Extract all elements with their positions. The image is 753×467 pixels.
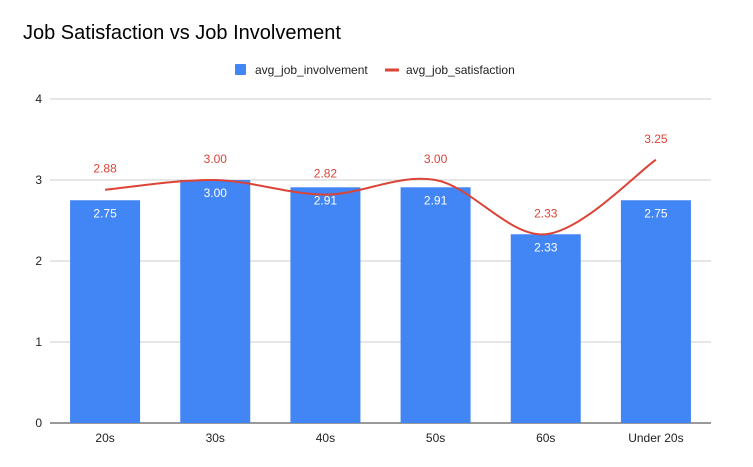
bar (510, 234, 581, 423)
line-value-label: 3.25 (644, 132, 668, 146)
x-tick-label: Under 20s (628, 431, 683, 445)
line-series (104, 158, 657, 236)
legend-swatch-involvement (235, 64, 246, 75)
x-tick-label: 60s (536, 431, 555, 445)
y-tick-label: 1 (35, 335, 42, 349)
series-line (104, 158, 657, 236)
bar-value-label: 2.75 (93, 206, 117, 220)
y-tick-label: 3 (35, 173, 42, 187)
bar (400, 187, 471, 423)
bar (290, 187, 361, 423)
legend-label-involvement: avg_job_involvement (255, 63, 368, 77)
bar-labels: 2.75 3.00 2.91 2.91 2.33 2.75 (93, 186, 668, 254)
bar-value-label: 2.75 (644, 206, 668, 220)
line-labels: 2.88 3.00 2.82 3.00 2.33 3.25 (93, 132, 668, 221)
bar-value-label: 2.91 (314, 193, 338, 207)
legend-label-satisfaction: avg_job_satisfaction (406, 63, 515, 77)
chart-title: Job Satisfaction vs Job Involvement (23, 22, 341, 44)
line-value-label: 3.00 (204, 152, 228, 166)
line-value-label: 2.33 (534, 206, 558, 220)
bar-value-label: 2.33 (534, 240, 558, 254)
x-tick-label: 30s (206, 431, 225, 445)
y-tick-label: 4 (35, 92, 42, 106)
line-value-label: 2.82 (314, 167, 338, 181)
bar-series (70, 180, 691, 423)
x-tick-label: 50s (426, 431, 445, 445)
x-tick-label: 20s (95, 431, 114, 445)
x-tick-label: 40s (316, 431, 335, 445)
line-value-label: 2.88 (93, 162, 117, 176)
legend: avg_job_involvement avg_job_satisfaction (235, 63, 515, 77)
line-value-label: 3.00 (424, 152, 448, 166)
bar (180, 180, 251, 423)
y-axis: 0 1 2 3 4 (35, 92, 42, 430)
y-tick-label: 0 (35, 416, 42, 430)
bar-value-label: 3.00 (204, 186, 228, 200)
bar (70, 200, 141, 423)
x-axis: 20s 30s 40s 50s 60s Under 20s (95, 431, 683, 445)
bar (620, 200, 691, 423)
y-tick-label: 2 (35, 254, 42, 268)
bar-value-label: 2.91 (424, 193, 448, 207)
gridlines (50, 98, 711, 424)
